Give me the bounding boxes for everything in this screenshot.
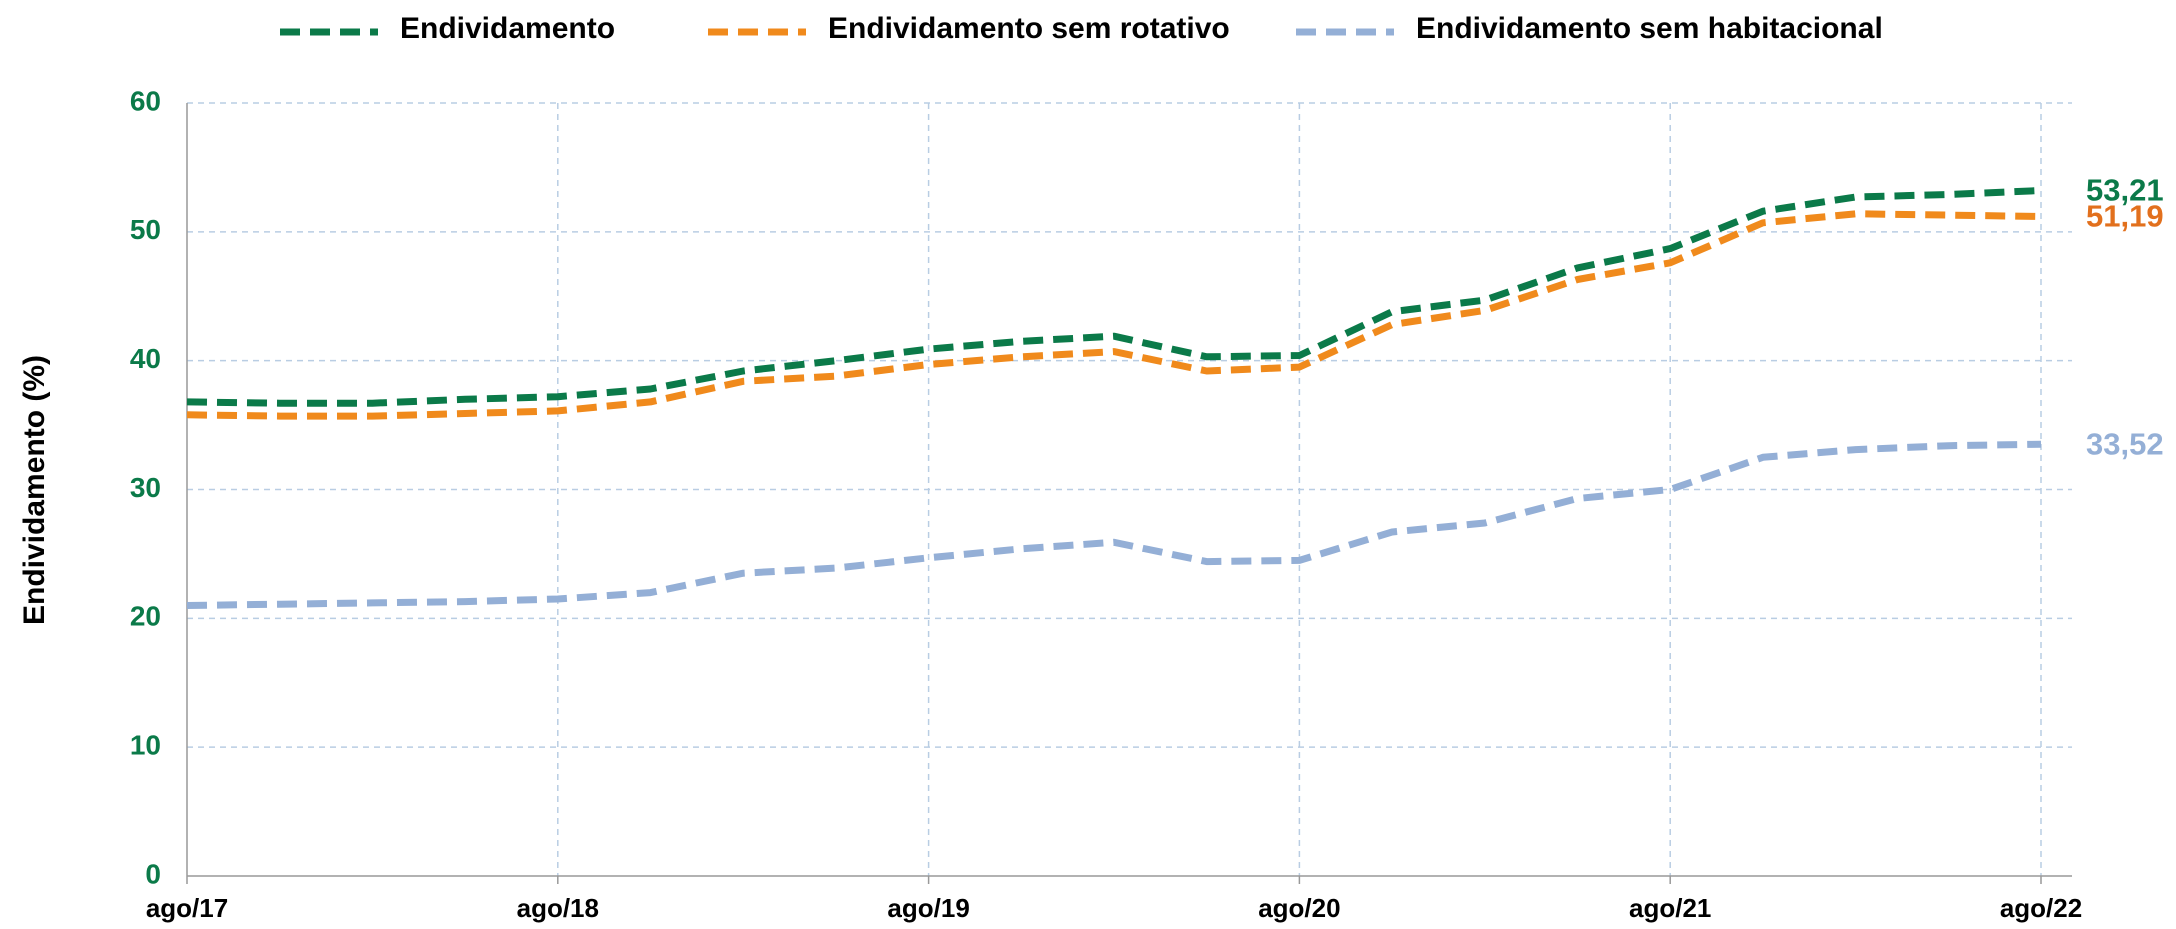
value-label: 53,21 bbox=[2086, 173, 2164, 208]
legend-label: Endividamento sem habitacional bbox=[1416, 12, 1883, 45]
x-tick-label: ago/20 bbox=[1258, 893, 1340, 923]
y-axis-title: Endividamento (%) bbox=[18, 355, 51, 625]
legend-label: Endividamento sem rotativo bbox=[828, 12, 1230, 45]
series-line bbox=[186, 440, 2042, 609]
series-line bbox=[186, 187, 2042, 407]
legend-label: Endividamento bbox=[400, 12, 615, 45]
y-tick-label: 30 bbox=[130, 472, 161, 503]
series-line bbox=[186, 210, 2042, 420]
x-tick-label: ago/22 bbox=[2000, 893, 2082, 923]
y-tick-label: 50 bbox=[130, 214, 161, 245]
y-tick-label: 10 bbox=[130, 730, 161, 761]
y-tick-label: 40 bbox=[130, 343, 161, 374]
y-tick-label: 60 bbox=[130, 85, 161, 116]
y-tick-label: 0 bbox=[145, 858, 161, 889]
y-tick-label: 20 bbox=[130, 601, 161, 632]
value-label: 33,52 bbox=[2086, 426, 2164, 461]
x-tick-label: ago/18 bbox=[517, 893, 599, 923]
x-tick-label: ago/19 bbox=[887, 893, 969, 923]
value-label: 51,19 bbox=[2086, 199, 2164, 234]
x-tick-label: ago/17 bbox=[146, 893, 228, 923]
x-tick-label: ago/21 bbox=[1629, 893, 1711, 923]
